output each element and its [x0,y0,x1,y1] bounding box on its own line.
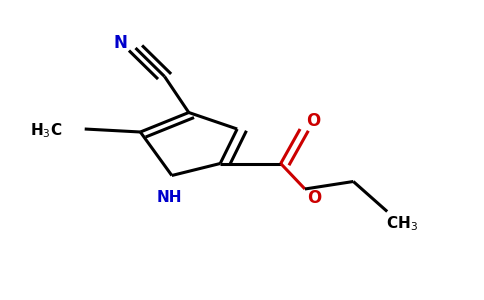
Text: N: N [113,34,127,52]
Text: NH: NH [157,190,182,206]
Text: H$_3$C: H$_3$C [30,121,62,140]
Text: O: O [306,112,320,130]
Text: O: O [307,189,322,207]
Text: CH$_3$: CH$_3$ [386,214,418,233]
